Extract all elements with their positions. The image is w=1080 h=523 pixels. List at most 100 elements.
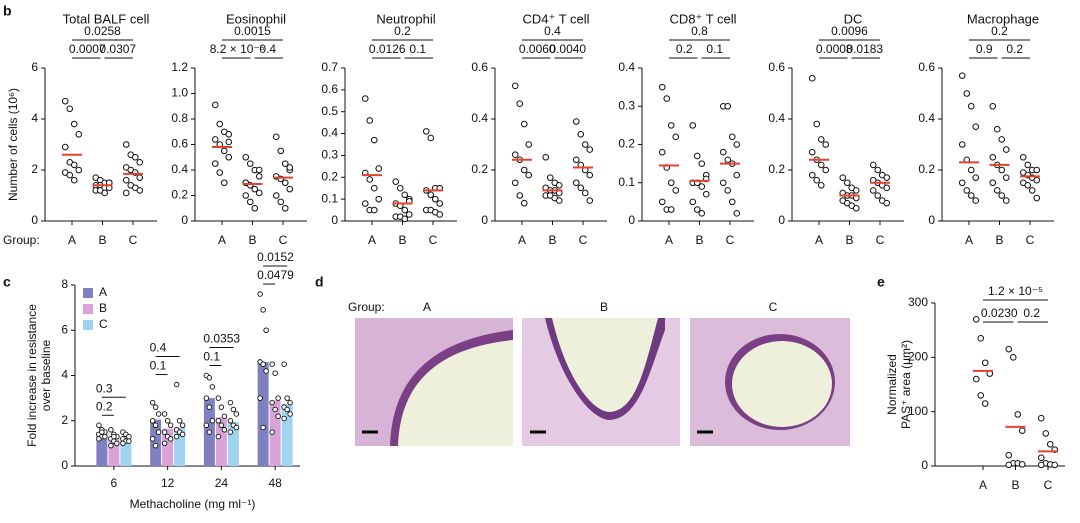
y-tick-label: 0.8	[171, 111, 188, 125]
y-tick-label: 4	[31, 111, 38, 125]
data-point	[120, 440, 126, 447]
data-point	[998, 166, 1006, 174]
data-point	[176, 418, 183, 424]
y-axis-label: PAS⁺ area (μm²)	[899, 340, 913, 429]
data-point	[852, 187, 860, 194]
x-tick-label: C	[1044, 478, 1053, 492]
p-value: 0.0152	[257, 250, 294, 264]
data-point	[702, 190, 710, 198]
data-point	[70, 161, 78, 169]
chart-title: Macrophage	[967, 11, 1039, 26]
y-tick-label: 1.2	[171, 60, 188, 74]
data-point	[173, 381, 180, 388]
y-tick-label: 0.3	[321, 148, 338, 162]
data-point	[693, 152, 701, 160]
y-tick-label: 0.4	[171, 162, 188, 176]
data-point	[401, 215, 409, 223]
data-point	[998, 136, 1006, 143]
p-value: 0.1	[409, 42, 426, 56]
y-tick-label: 0.1	[618, 175, 635, 189]
y-tick-label: 0.2	[171, 188, 188, 202]
data-point	[272, 406, 278, 413]
data-point	[164, 418, 171, 424]
p-value: 0.2	[1006, 42, 1023, 56]
data-point	[203, 395, 210, 401]
data-point	[70, 120, 78, 128]
data-point	[255, 189, 263, 197]
x-tick-label: B	[248, 233, 256, 247]
data-point	[211, 101, 219, 109]
panel-label: c	[3, 274, 11, 290]
data-point	[281, 204, 289, 212]
data-point	[227, 429, 234, 435]
data-point	[216, 120, 224, 128]
data-point	[1033, 176, 1041, 184]
data-point	[227, 418, 234, 424]
data-point	[427, 191, 435, 199]
p-value: 0.0008	[816, 42, 853, 56]
y-tick-label: 0.2	[768, 162, 785, 176]
y-tick-label: 0.6	[471, 60, 488, 74]
x-tick-label: A	[665, 233, 673, 247]
data-point	[520, 166, 528, 174]
data-point	[817, 161, 825, 169]
p-value: 0.2	[394, 24, 411, 38]
data-point	[874, 166, 882, 174]
data-point	[981, 359, 989, 367]
data-point	[667, 206, 675, 213]
data-point	[698, 160, 706, 167]
data-point	[287, 399, 293, 406]
data-point	[808, 148, 816, 156]
y-tick-label: 0.1	[321, 191, 338, 205]
p-value: 0.0307	[99, 42, 136, 56]
legend-label: A	[99, 285, 107, 299]
data-point	[724, 187, 732, 194]
data-point	[436, 211, 444, 218]
data-point	[126, 438, 132, 444]
data-point	[269, 429, 275, 435]
x-tick-label: A	[979, 478, 987, 492]
data-point	[246, 198, 254, 206]
y-tick-label: 0.7	[321, 60, 338, 74]
data-point	[96, 436, 102, 442]
y-tick-label: 0	[31, 213, 38, 227]
p-value: 0.0096	[831, 24, 868, 38]
data-point	[99, 429, 105, 435]
data-point	[173, 433, 180, 440]
data-point	[401, 191, 409, 199]
data-point	[728, 133, 736, 141]
x-tick-label: B	[995, 233, 1003, 247]
data-point	[1024, 161, 1032, 169]
y-tick-label: 2	[31, 162, 38, 176]
data-point	[215, 395, 222, 401]
p-value: 0.0230	[981, 306, 1018, 320]
data-point	[586, 171, 594, 179]
data-point	[221, 427, 228, 433]
p-value: 0.0060	[519, 42, 556, 56]
data-point	[693, 206, 701, 213]
data-point	[511, 179, 519, 187]
data-point	[161, 411, 168, 417]
data-point	[122, 176, 130, 184]
p-value: 0.0040	[549, 42, 586, 56]
bar	[162, 428, 174, 466]
p-value: 0.4	[150, 341, 167, 355]
y-tick-label: 0.2	[471, 162, 488, 176]
data-point	[1051, 461, 1059, 469]
data-point	[61, 97, 69, 105]
p-value: 0.0479	[257, 268, 294, 282]
data-point	[366, 117, 374, 124]
data-point	[108, 427, 114, 433]
data-point	[220, 179, 228, 187]
y-tick-label: 0	[61, 458, 68, 472]
data-point	[108, 442, 114, 449]
bar	[227, 421, 239, 466]
p-value: 0.4	[259, 42, 276, 56]
y-axis-label: Normalized	[885, 354, 899, 415]
data-point	[719, 179, 727, 187]
data-point	[958, 72, 966, 79]
y-tick-label: 4	[61, 368, 68, 382]
data-point	[269, 361, 275, 367]
data-point	[284, 395, 290, 401]
data-point	[869, 187, 877, 194]
